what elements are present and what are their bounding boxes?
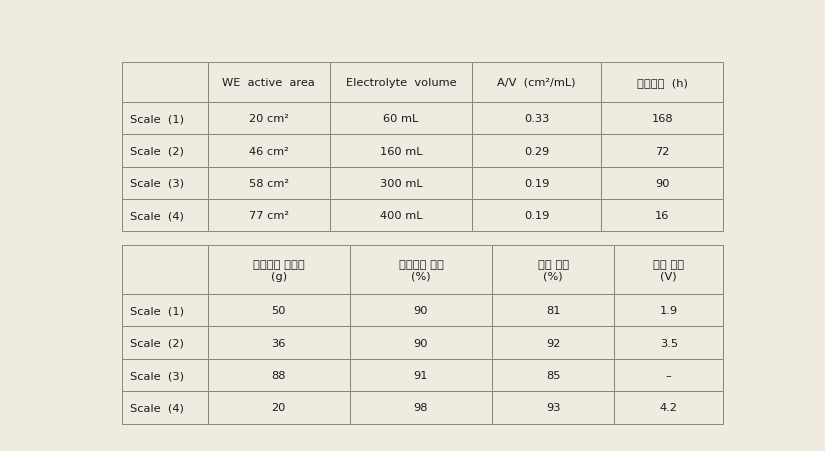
Polygon shape <box>122 391 208 423</box>
Text: Scale  (1): Scale (1) <box>130 306 184 316</box>
Polygon shape <box>208 295 350 327</box>
Polygon shape <box>122 103 208 135</box>
Text: 90: 90 <box>655 179 669 189</box>
Text: 16: 16 <box>655 211 669 221</box>
Polygon shape <box>350 295 492 327</box>
Polygon shape <box>492 246 615 295</box>
Polygon shape <box>330 63 472 103</box>
Text: 양단 전압
(V): 양단 전압 (V) <box>653 259 684 281</box>
Polygon shape <box>472 135 601 167</box>
Polygon shape <box>208 135 330 167</box>
Text: WE  active  area: WE active area <box>223 78 315 88</box>
Polygon shape <box>350 246 492 295</box>
Polygon shape <box>350 327 492 359</box>
Polygon shape <box>601 167 724 200</box>
Polygon shape <box>208 359 350 391</box>
Text: Scale  (3): Scale (3) <box>130 179 184 189</box>
Polygon shape <box>601 135 724 167</box>
Text: 20 cm²: 20 cm² <box>249 114 289 124</box>
Text: 36: 36 <box>271 338 286 348</box>
Text: 88: 88 <box>271 370 286 380</box>
Text: 300 mL: 300 mL <box>380 179 422 189</box>
Text: 98: 98 <box>413 402 428 413</box>
Polygon shape <box>122 200 208 232</box>
Polygon shape <box>492 359 615 391</box>
Text: Scale  (2): Scale (2) <box>130 146 184 156</box>
Polygon shape <box>472 200 601 232</box>
Text: 400 mL: 400 mL <box>380 211 422 221</box>
Text: 160 mL: 160 mL <box>380 146 422 156</box>
Text: 168: 168 <box>652 114 673 124</box>
Polygon shape <box>122 167 208 200</box>
Text: 4.2: 4.2 <box>660 402 677 413</box>
Polygon shape <box>601 63 724 103</box>
Text: 91: 91 <box>413 370 428 380</box>
Text: 0.29: 0.29 <box>524 146 549 156</box>
Polygon shape <box>208 327 350 359</box>
Text: 0.19: 0.19 <box>524 179 549 189</box>
Text: Scale  (3): Scale (3) <box>130 370 184 380</box>
Text: 90: 90 <box>413 338 428 348</box>
Polygon shape <box>492 391 615 423</box>
Text: A/V  (cm²/mL): A/V (cm²/mL) <box>497 78 576 88</box>
Text: 72: 72 <box>655 146 669 156</box>
Text: 90: 90 <box>413 306 428 316</box>
Text: Scale  (1): Scale (1) <box>130 114 184 124</box>
Polygon shape <box>472 103 601 135</box>
Polygon shape <box>122 327 208 359</box>
Polygon shape <box>615 327 724 359</box>
Text: Scale  (4): Scale (4) <box>130 402 184 413</box>
Text: –: – <box>666 370 672 380</box>
Text: 85: 85 <box>546 370 560 380</box>
Polygon shape <box>122 63 208 103</box>
Text: 77 cm²: 77 cm² <box>249 211 289 221</box>
Polygon shape <box>472 63 601 103</box>
Polygon shape <box>330 135 472 167</box>
Polygon shape <box>208 246 350 295</box>
Polygon shape <box>615 359 724 391</box>
Polygon shape <box>208 63 330 103</box>
Polygon shape <box>492 327 615 359</box>
Polygon shape <box>615 246 724 295</box>
Text: 옥살산염 생성량
(g): 옥살산염 생성량 (g) <box>253 259 304 281</box>
Polygon shape <box>122 246 208 295</box>
Text: 0.33: 0.33 <box>524 114 549 124</box>
Text: 1.9: 1.9 <box>660 306 678 316</box>
Text: 81: 81 <box>546 306 560 316</box>
Text: 60 mL: 60 mL <box>384 114 418 124</box>
Text: 46 cm²: 46 cm² <box>249 146 289 156</box>
Polygon shape <box>350 391 492 423</box>
Polygon shape <box>208 200 330 232</box>
Text: 92: 92 <box>546 338 560 348</box>
Polygon shape <box>350 359 492 391</box>
Polygon shape <box>601 103 724 135</box>
Polygon shape <box>492 295 615 327</box>
Text: Electrolyte  volume: Electrolyte volume <box>346 78 456 88</box>
Polygon shape <box>330 200 472 232</box>
Text: 전류 효율
(%): 전류 효율 (%) <box>538 259 568 281</box>
Polygon shape <box>615 295 724 327</box>
Polygon shape <box>472 167 601 200</box>
Text: Scale  (2): Scale (2) <box>130 338 184 348</box>
Polygon shape <box>615 391 724 423</box>
Text: 20: 20 <box>271 402 286 413</box>
Polygon shape <box>330 103 472 135</box>
Text: 옥살산염 순도
(%): 옥살산염 순도 (%) <box>398 259 443 281</box>
Text: 0.19: 0.19 <box>524 211 549 221</box>
Polygon shape <box>601 200 724 232</box>
Polygon shape <box>122 295 208 327</box>
Polygon shape <box>122 135 208 167</box>
Polygon shape <box>330 167 472 200</box>
Polygon shape <box>122 359 208 391</box>
Text: 93: 93 <box>546 402 560 413</box>
Text: 58 cm²: 58 cm² <box>249 179 289 189</box>
Text: Scale  (4): Scale (4) <box>130 211 184 221</box>
Text: 50: 50 <box>271 306 286 316</box>
Polygon shape <box>208 391 350 423</box>
Polygon shape <box>208 167 330 200</box>
Polygon shape <box>208 103 330 135</box>
Text: 반응시간  (h): 반응시간 (h) <box>637 78 688 88</box>
Text: 3.5: 3.5 <box>660 338 678 348</box>
